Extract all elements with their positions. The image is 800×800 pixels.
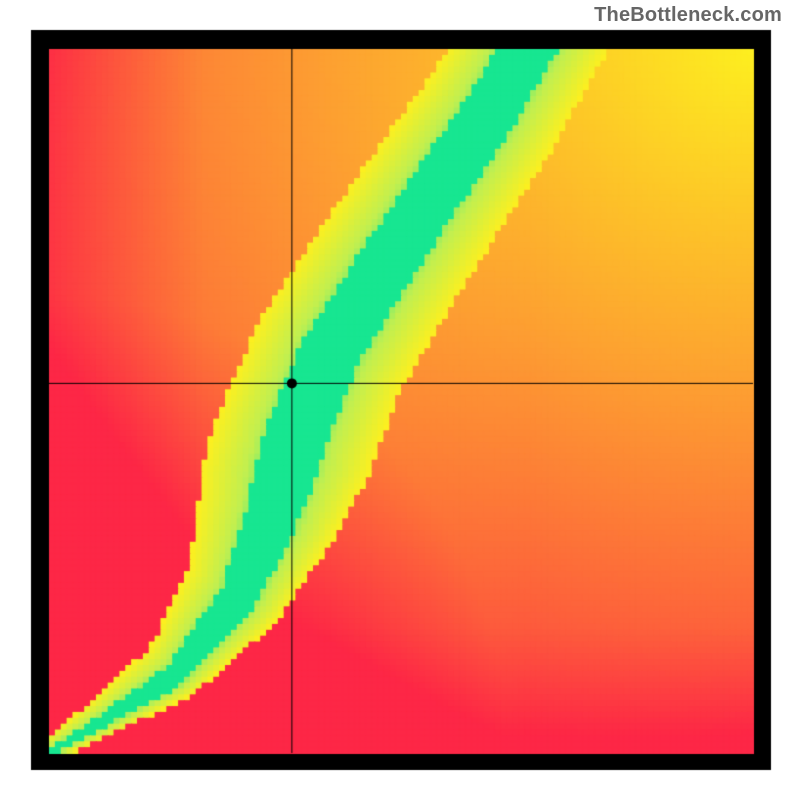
chart-container: TheBottleneck.com [0, 0, 800, 800]
bottleneck-heatmap [0, 0, 800, 800]
attribution-text: TheBottleneck.com [594, 4, 782, 27]
